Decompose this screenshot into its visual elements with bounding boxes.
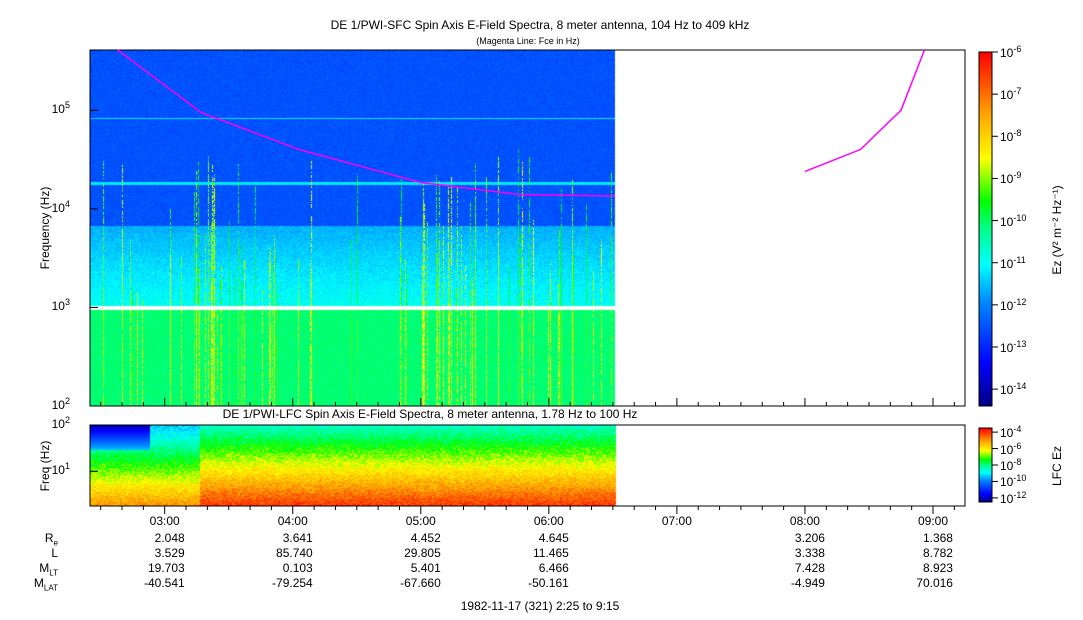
- sfc-colorbar-tick-label: 10-12: [1000, 296, 1027, 313]
- time-tick-label: 05:00: [405, 514, 436, 528]
- time-tick-label: 04:00: [277, 514, 308, 528]
- lfc-colorbar-tick-label: 10-4: [1000, 424, 1022, 441]
- sfc-colorbar-tick-label: 10-6: [1000, 44, 1022, 60]
- lfc-ytick-label: 102: [51, 415, 70, 431]
- lfc-colorbar: [979, 428, 992, 502]
- ephemeris-value: 8.782: [922, 546, 953, 560]
- sfc-ylabel: Frequency (Hz): [38, 186, 52, 270]
- sfc-ytick-label: 103: [51, 297, 70, 314]
- ephemeris-value: 3.529: [154, 546, 185, 560]
- sfc-colorbar-label: Ez (V² m⁻² Hz⁻¹): [1050, 185, 1064, 275]
- ephemeris-value: 0.103: [282, 561, 313, 575]
- ephemeris-value: -4.949: [790, 576, 825, 590]
- time-range-footer: 1982-11-17 (321) 2:25 to 9:15: [460, 599, 620, 613]
- sfc-ytick-label: 105: [51, 100, 70, 117]
- lfc-title: DE 1/PWI-LFC Spin Axis E-Field Spectra, …: [222, 407, 638, 421]
- lfc-colorbar-tick-label: 10-10: [1000, 473, 1027, 490]
- sfc-ytick-label: 104: [51, 198, 70, 215]
- lfc-colorbar-label: LFC Ez: [1050, 445, 1064, 487]
- ephemeris-value: 29.805: [404, 546, 441, 560]
- ephemeris-value: 8.923: [922, 561, 953, 575]
- lfc-spectrogram-heatmap: [90, 425, 965, 506]
- ephemeris-value: -79.254: [272, 576, 313, 590]
- sfc-colorbar-tick-label: 10-9: [1000, 170, 1022, 187]
- lfc-colorbar-tick-label: 10-8: [1000, 457, 1022, 473]
- ephemeris-value: 1.368: [922, 531, 953, 545]
- ephemeris-value: 11.465: [533, 546, 569, 560]
- ephemeris-value: -50.161: [528, 576, 569, 590]
- lfc-colorbar-frame: [978, 427, 993, 503]
- ephemeris-value: 3.641: [282, 531, 313, 545]
- time-tick-label: 07:00: [661, 514, 692, 528]
- sfc-plot-frame: [89, 49, 966, 407]
- sfc-colorbar-tick-label: 10-13: [1000, 339, 1027, 355]
- time-tick-label: 03:00: [149, 514, 180, 528]
- ephemeris-value: 3.338: [794, 546, 825, 560]
- sfc-spectrogram-heatmap: [90, 50, 965, 406]
- sfc-colorbar-tick-label: 10-11: [1000, 254, 1026, 271]
- sfc-colorbar-tick-label: 10-7: [1000, 86, 1022, 103]
- ephemeris-value: -67.660: [400, 576, 441, 590]
- lfc-colorbar-tick-label: 10-12: [1000, 489, 1027, 506]
- ephemeris-value: 19.703: [147, 561, 185, 575]
- sfc-colorbar-tick-label: 10-10: [1000, 212, 1027, 229]
- sfc-colorbar: [979, 52, 992, 406]
- time-tick-label: 06:00: [533, 514, 564, 528]
- ephemeris-value: 7.428: [794, 561, 825, 575]
- sfc-subtitle: (Magenta Line: Fce in Hz): [476, 36, 580, 46]
- ephemeris-row-label: Re: [44, 531, 58, 548]
- ephemeris-value: 4.645: [538, 531, 569, 545]
- ephemeris-row-label: L: [51, 546, 58, 560]
- sfc-ytick-label: 102: [51, 396, 70, 412]
- lfc-ylabel: Freq (Hz): [38, 440, 52, 492]
- fce-line-1: [804, 49, 926, 173]
- ephemeris-value: -40.541: [143, 576, 185, 590]
- ephemeris-row-label: MLAT: [33, 576, 58, 593]
- ephemeris-value: 2.048: [154, 531, 185, 545]
- time-tick-label: 08:00: [789, 514, 820, 528]
- ephemeris-value: 3.206: [794, 531, 825, 545]
- time-tick-label: 09:00: [917, 514, 948, 528]
- ephemeris-value: 6.466: [538, 561, 569, 575]
- sfc-title: DE 1/PWI-SFC Spin Axis E-Field Spectra, …: [330, 18, 750, 32]
- sfc-colorbar-tick-label: 10-8: [1000, 128, 1022, 145]
- sfc-colorbar-frame: [978, 51, 993, 407]
- ephemeris-value: 85.740: [276, 546, 313, 560]
- ephemeris-value: 5.401: [410, 561, 441, 575]
- ephemeris-value: 4.452: [410, 531, 441, 545]
- lfc-colorbar-tick-label: 10-6: [1000, 440, 1022, 457]
- ephemeris-value: 70.016: [916, 576, 953, 590]
- lfc-plot-frame: [89, 424, 966, 507]
- fce-line-0: [117, 49, 616, 197]
- sfc-colorbar-tick-label: 10-14: [1000, 381, 1027, 398]
- lfc-ytick-label: 101: [51, 461, 70, 478]
- ephemeris-row-label: MLT: [39, 561, 58, 578]
